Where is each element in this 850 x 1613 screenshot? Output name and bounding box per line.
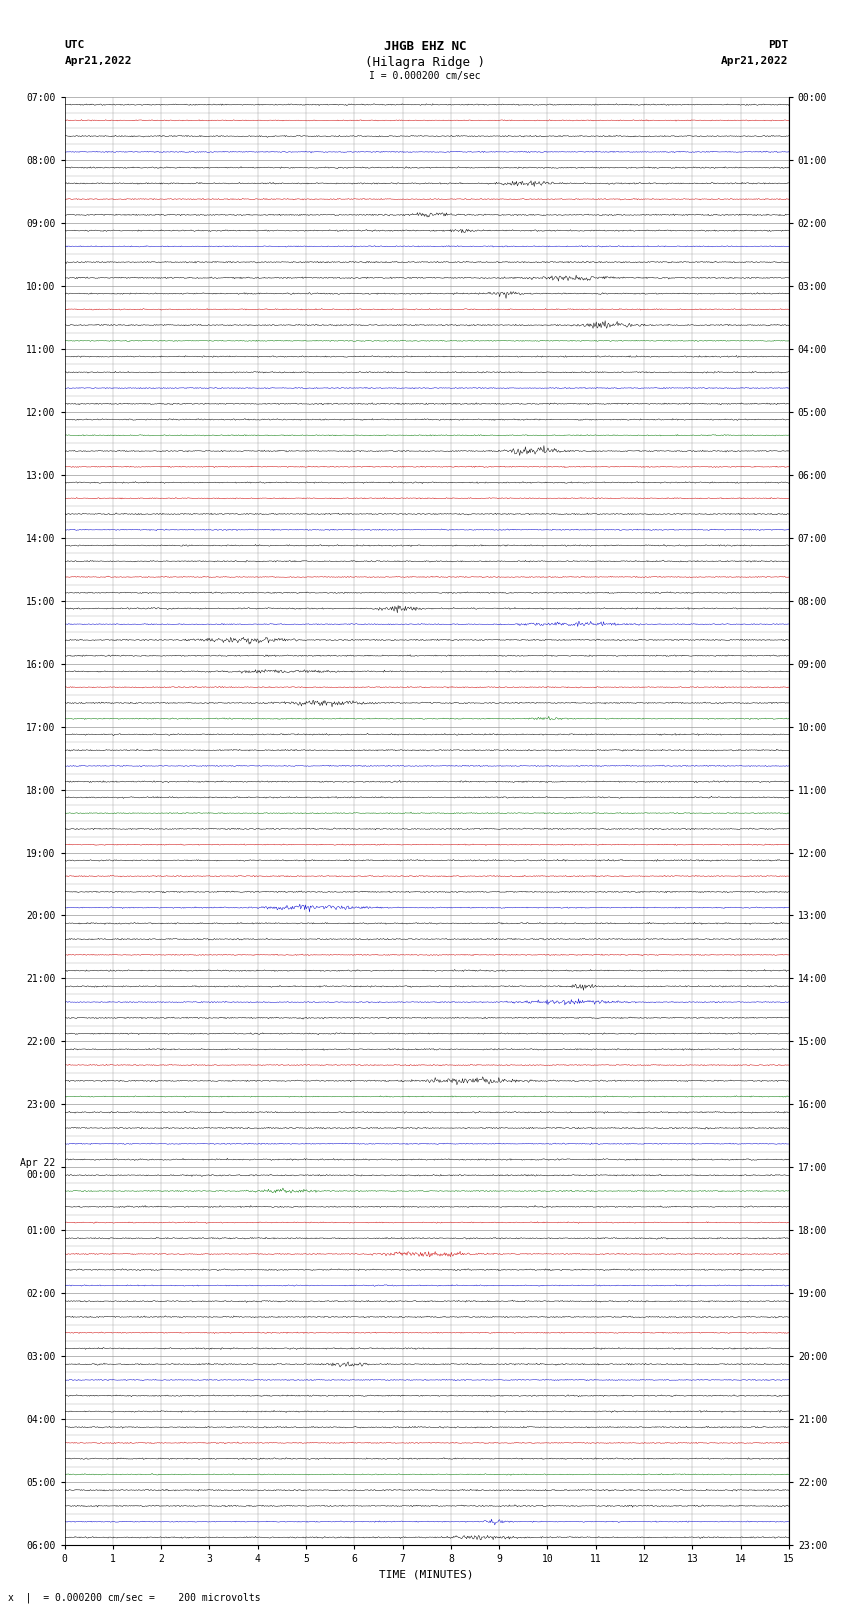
Text: x  |  = 0.000200 cm/sec =    200 microvolts: x | = 0.000200 cm/sec = 200 microvolts	[8, 1592, 261, 1603]
Text: Apr21,2022: Apr21,2022	[722, 56, 789, 66]
Text: UTC: UTC	[65, 40, 85, 50]
X-axis label: TIME (MINUTES): TIME (MINUTES)	[379, 1569, 474, 1579]
Text: JHGB EHZ NC: JHGB EHZ NC	[383, 40, 467, 53]
Text: PDT: PDT	[768, 40, 789, 50]
Text: (Hilagra Ridge ): (Hilagra Ridge )	[365, 56, 485, 69]
Text: I = 0.000200 cm/sec: I = 0.000200 cm/sec	[369, 71, 481, 81]
Text: Apr21,2022: Apr21,2022	[65, 56, 132, 66]
